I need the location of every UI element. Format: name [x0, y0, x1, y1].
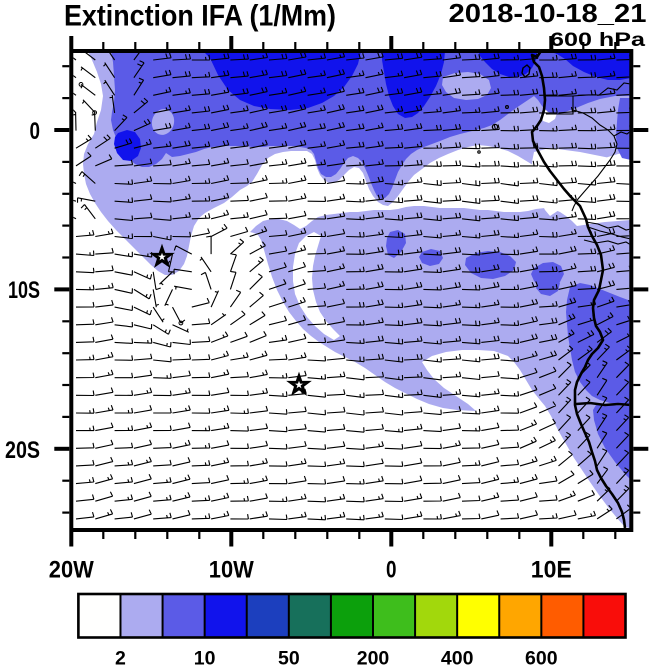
svg-text:20S: 20S — [5, 437, 40, 464]
svg-text:10E: 10E — [531, 557, 572, 584]
svg-text:10W: 10W — [209, 557, 254, 584]
svg-text:0: 0 — [386, 557, 397, 584]
svg-text:10: 10 — [194, 648, 216, 667]
svg-text:20W: 20W — [49, 557, 94, 584]
svg-text:50: 50 — [278, 648, 300, 667]
svg-text:0: 0 — [30, 118, 41, 145]
svg-text:200: 200 — [357, 648, 390, 667]
svg-text:2: 2 — [115, 648, 126, 667]
svg-text:2018-10-18_21: 2018-10-18_21 — [449, 0, 647, 28]
svg-text:400: 400 — [441, 648, 474, 667]
svg-text:600: 600 — [525, 648, 558, 667]
svg-text:Extinction IFA (1/Mm): Extinction IFA (1/Mm) — [64, 0, 336, 33]
svg-text:600 hPa: 600 hPa — [550, 29, 645, 51]
svg-text:10S: 10S — [8, 277, 40, 304]
